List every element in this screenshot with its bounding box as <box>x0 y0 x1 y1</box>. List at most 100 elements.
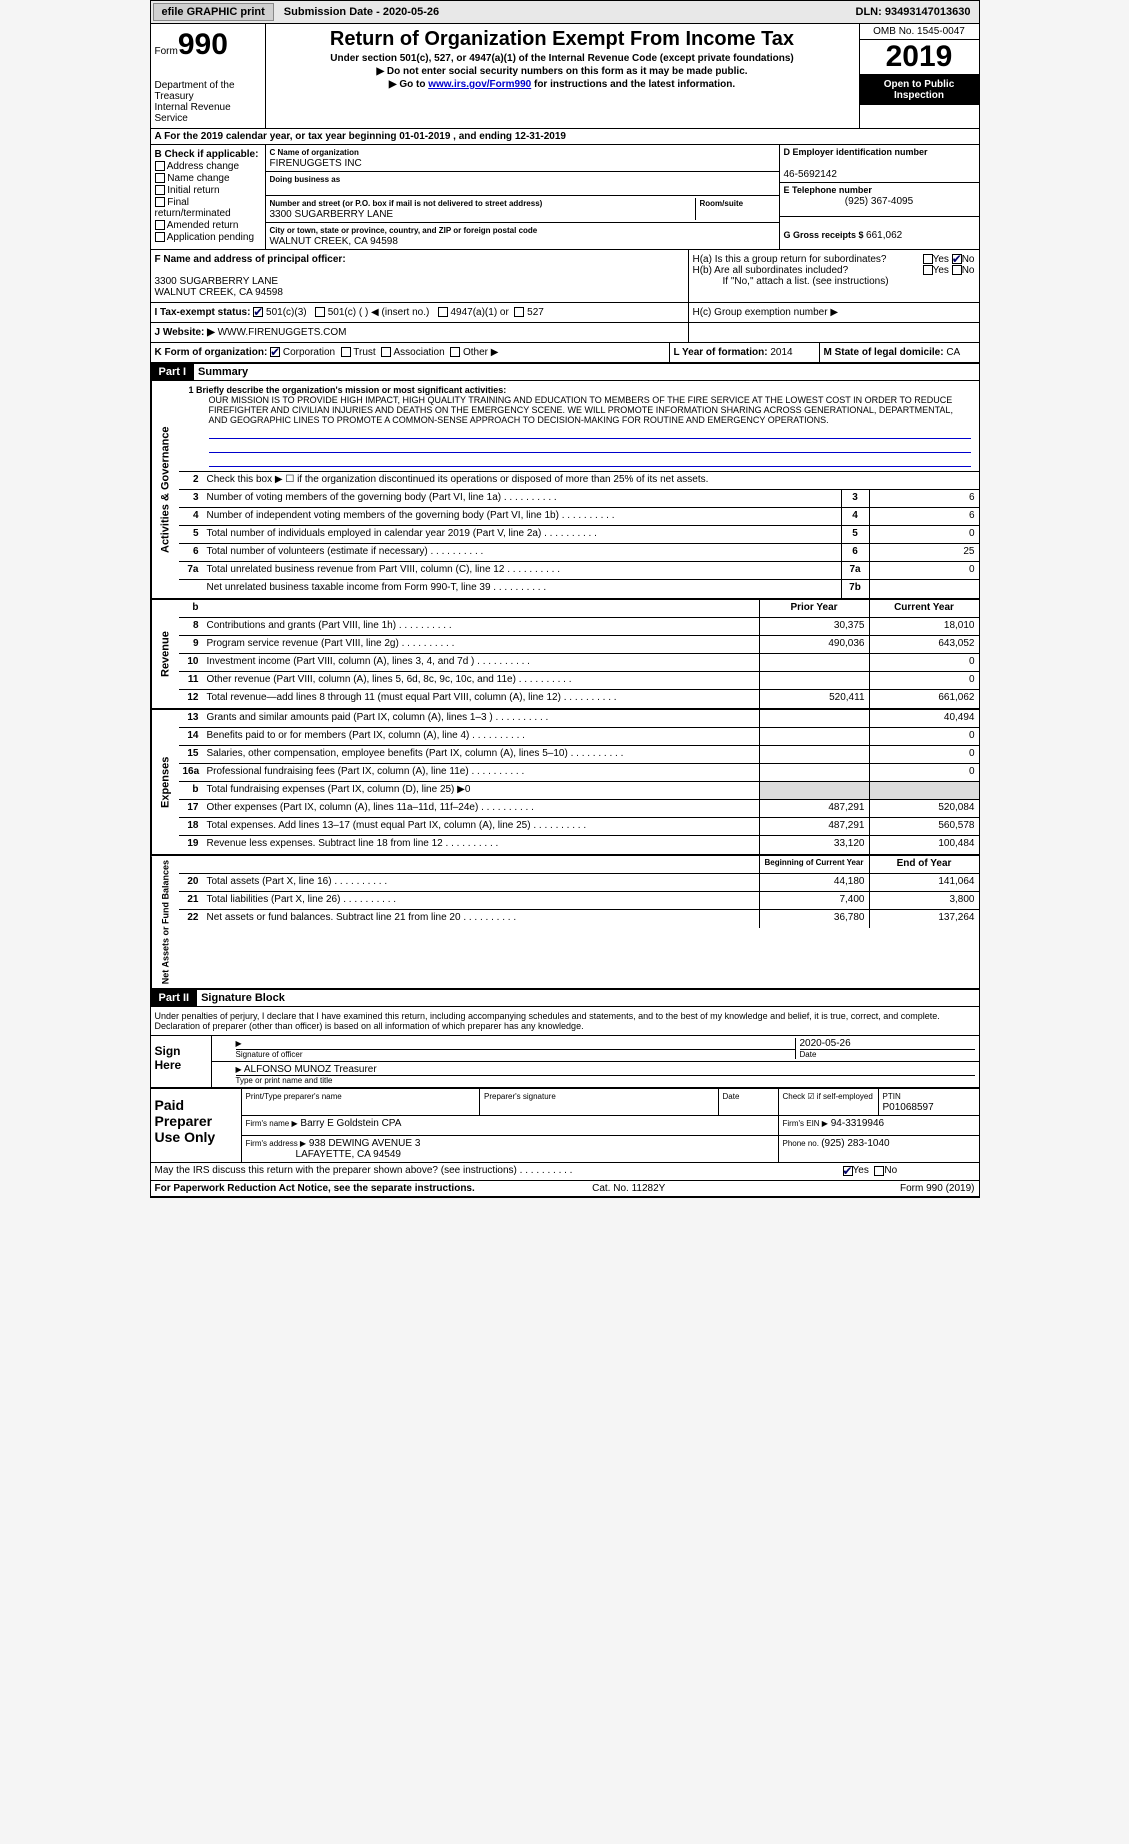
line-14: 14Benefits paid to or for members (Part … <box>179 728 979 746</box>
form-title: Return of Organization Exempt From Incom… <box>270 28 855 51</box>
officer-addr1: 3300 SUGARBERRY LANE <box>155 276 279 287</box>
discuss-yes[interactable] <box>843 1166 853 1176</box>
state-domicile: CA <box>946 347 960 358</box>
sign-date: 2020-05-26 <box>800 1038 851 1049</box>
line-15: 15Salaries, other compensation, employee… <box>179 746 979 764</box>
submission-date: Submission Date - 2020-05-26 <box>276 4 447 20</box>
row-f-h: F Name and address of principal officer:… <box>151 250 979 303</box>
hb-yes[interactable] <box>923 265 933 275</box>
form-ref: Form 990 (2019) <box>900 1183 974 1194</box>
sign-here-label: Sign Here <box>151 1036 211 1087</box>
chk-pending[interactable]: Application pending <box>155 232 261 243</box>
line-1: 1 Briefly describe the organization's mi… <box>179 381 979 472</box>
col-b: B Check if applicable: Address change Na… <box>151 145 266 249</box>
chk-501c3[interactable] <box>253 307 263 317</box>
line-20: 20Total assets (Part X, line 16) 44,1801… <box>179 874 979 892</box>
form-page: efile GRAPHIC print Submission Date - 20… <box>150 0 980 1198</box>
street-address: 3300 SUGARBERRY LANE <box>270 209 394 220</box>
chk-name-change[interactable]: Name change <box>155 173 261 184</box>
line-2: 2Check this box ▶ ☐ if the organization … <box>179 472 979 490</box>
line-22: 22Net assets or fund balances. Subtract … <box>179 910 979 928</box>
org-name: FIRENUGGETS INC <box>270 158 362 169</box>
chk-other[interactable] <box>450 347 460 357</box>
line-12: 12Total revenue—add lines 8 through 11 (… <box>179 690 979 708</box>
year-formed: 2014 <box>770 347 792 358</box>
group-exemption: H(c) Group exemption number ▶ <box>689 303 979 322</box>
tab-governance: Activities & Governance <box>151 381 179 598</box>
line-21: 21Total liabilities (Part X, line 26) 7,… <box>179 892 979 910</box>
line-6: 6Total number of volunteers (estimate if… <box>179 544 979 562</box>
net-header: Beginning of Current Year End of Year <box>179 856 979 874</box>
website: WWW.FIRENUGGETS.COM <box>218 327 347 338</box>
year-header: b Prior Year Current Year <box>179 600 979 618</box>
header-mid: Return of Organization Exempt From Incom… <box>266 24 859 128</box>
line-18: 18Total expenses. Add lines 13–17 (must … <box>179 818 979 836</box>
tab-revenue: Revenue <box>151 600 179 708</box>
section-net-assets: Net Assets or Fund Balances Beginning of… <box>151 856 979 990</box>
line-11: 11Other revenue (Part VIII, column (A), … <box>179 672 979 690</box>
discuss-line: May the IRS discuss this return with the… <box>151 1163 979 1181</box>
line-3: 3Number of voting members of the governi… <box>179 490 979 508</box>
form-header: Form990 Department of the Treasury Inter… <box>151 24 979 129</box>
chk-initial[interactable]: Initial return <box>155 185 261 196</box>
line-8: 8Contributions and grants (Part VIII, li… <box>179 618 979 636</box>
section-governance: Activities & Governance 1 Briefly descri… <box>151 381 979 600</box>
ha-yes[interactable] <box>923 254 933 264</box>
chk-assoc[interactable] <box>381 347 391 357</box>
header-left: Form990 Department of the Treasury Inter… <box>151 24 266 128</box>
chk-corp[interactable] <box>270 347 280 357</box>
gross-receipts: 661,062 <box>866 230 902 241</box>
cat-no: Cat. No. 11282Y <box>592 1183 665 1194</box>
entity-grid: B Check if applicable: Address change Na… <box>151 145 979 250</box>
discuss-no[interactable] <box>874 1166 884 1176</box>
part2-header: Part II Signature Block <box>151 990 979 1007</box>
part1-header: Part I Summary <box>151 364 979 381</box>
firm-name: Barry E Goldstein CPA <box>300 1118 401 1129</box>
dln: DLN: 93493147013630 <box>848 4 979 20</box>
open-public-badge: Open to Public Inspection <box>860 75 979 105</box>
chk-final[interactable]: Final return/terminated <box>155 197 261 219</box>
footer: For Paperwork Reduction Act Notice, see … <box>151 1181 979 1197</box>
line-9: 9Program service revenue (Part VIII, lin… <box>179 636 979 654</box>
line-17: 17Other expenses (Part IX, column (A), l… <box>179 800 979 818</box>
chk-527[interactable] <box>514 307 524 317</box>
line-7b: Net unrelated business taxable income fr… <box>179 580 979 598</box>
hb-no[interactable] <box>952 265 962 275</box>
row-j: J Website: ▶ WWW.FIRENUGGETS.COM <box>151 323 979 343</box>
paid-preparer-label: Paid Preparer Use Only <box>151 1089 241 1162</box>
firm-addr: 938 DEWING AVENUE 3 <box>309 1138 421 1149</box>
ein: 46-5692142 <box>784 169 837 180</box>
ha-no[interactable] <box>952 254 962 264</box>
line-5: 5Total number of individuals employed in… <box>179 526 979 544</box>
line-19: 19Revenue less expenses. Subtract line 1… <box>179 836 979 854</box>
chk-trust[interactable] <box>341 347 351 357</box>
topbar: efile GRAPHIC print Submission Date - 20… <box>151 1 979 24</box>
line-10: 10Investment income (Part VIII, column (… <box>179 654 979 672</box>
firm-ein: 94-3319946 <box>831 1118 884 1129</box>
chk-amended[interactable]: Amended return <box>155 220 261 231</box>
row-k-l-m: K Form of organization: Corporation Trus… <box>151 343 979 364</box>
officer-addr2: WALNUT CREEK, CA 94598 <box>155 287 283 298</box>
line-16a: 16aProfessional fundraising fees (Part I… <box>179 764 979 782</box>
chk-501c[interactable] <box>315 307 325 317</box>
header-right: OMB No. 1545-0047 2019 Open to Public In… <box>859 24 979 128</box>
mission-text: OUR MISSION IS TO PROVIDE HIGH IMPACT, H… <box>209 395 971 425</box>
section-revenue: Revenue b Prior Year Current Year 8Contr… <box>151 600 979 710</box>
line-13: 13Grants and similar amounts paid (Part … <box>179 710 979 728</box>
chk-address-change[interactable]: Address change <box>155 161 261 172</box>
efile-button[interactable]: efile GRAPHIC print <box>153 3 274 21</box>
line-4: 4Number of independent voting members of… <box>179 508 979 526</box>
penalty-text: Under penalties of perjury, I declare th… <box>151 1007 979 1035</box>
irs-link[interactable]: www.irs.gov/Form990 <box>428 79 531 90</box>
chk-4947[interactable] <box>438 307 448 317</box>
tab-net-assets: Net Assets or Fund Balances <box>151 856 179 988</box>
line-7a: 7aTotal unrelated business revenue from … <box>179 562 979 580</box>
tab-expenses: Expenses <box>151 710 179 854</box>
paid-preparer: Paid Preparer Use Only Print/Type prepar… <box>151 1089 979 1163</box>
ptin: P01068597 <box>883 1102 934 1113</box>
officer-name: ALFONSO MUNOZ Treasurer <box>244 1064 377 1075</box>
dept-label: Department of the Treasury Internal Reve… <box>155 80 261 124</box>
tax-year: 2019 <box>860 40 979 75</box>
col-c: C Name of organization FIRENUGGETS INC D… <box>266 145 779 249</box>
row-i-hc: I Tax-exempt status: 501(c)(3) 501(c) ( … <box>151 303 979 323</box>
